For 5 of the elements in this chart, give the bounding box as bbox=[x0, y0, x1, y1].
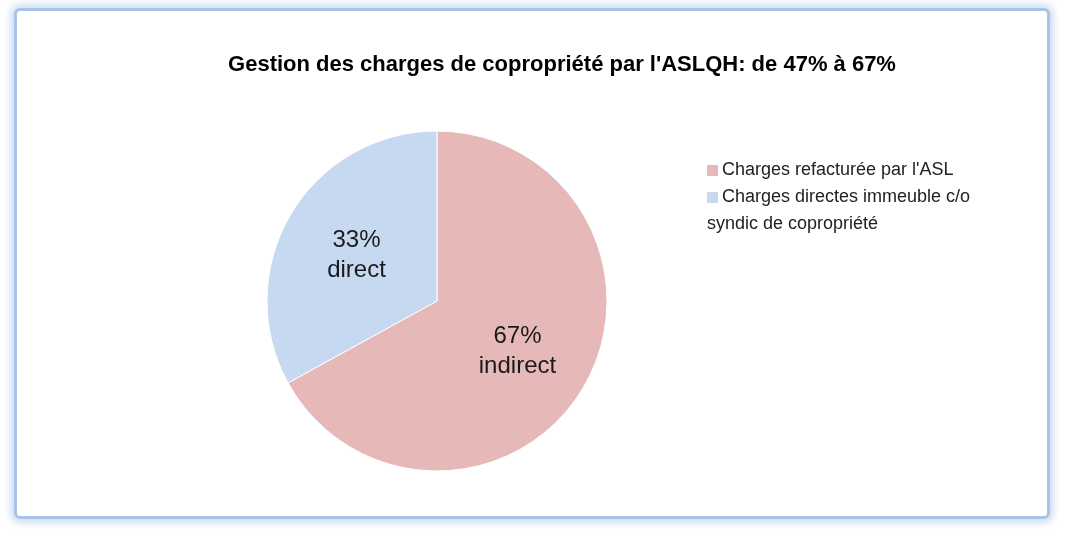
data-label: 33% direct bbox=[327, 224, 387, 282]
legend-label: Charges refacturée par l'ASL bbox=[722, 159, 954, 179]
data-label: 67% indirect bbox=[478, 320, 557, 378]
legend-label: Charges directes immeuble c/o syndic de copropriété bbox=[707, 186, 971, 235]
chart-title: Gestion des charges de copropriété par l'ASLQH: de 47% à 67% bbox=[227, 51, 897, 77]
